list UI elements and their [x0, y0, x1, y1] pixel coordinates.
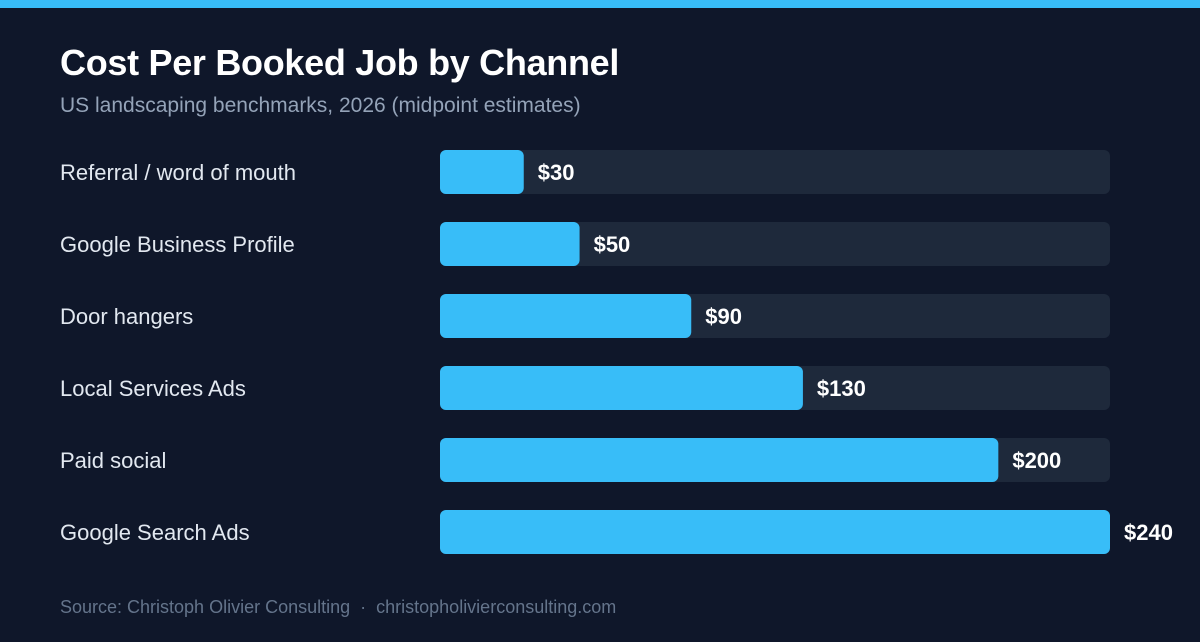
footer-separator: ·: [360, 597, 367, 617]
accent-top-bar: [0, 0, 1200, 8]
category-label-door-hangers: Door hangers: [60, 304, 193, 329]
value-label-google-business-profile: $50: [594, 232, 631, 257]
value-label-referral-word-of-mouth: $30: [538, 160, 575, 185]
bar-door-hangers: [440, 294, 692, 338]
bar-google-business-profile: [440, 222, 580, 266]
website-credit[interactable]: christopholivierconsulting.com: [376, 597, 617, 617]
bar-paid-social: [440, 438, 999, 482]
bar-google-search-ads: [440, 510, 1110, 554]
chart-title: Cost Per Booked Job by Channel: [60, 42, 620, 83]
category-label-referral-word-of-mouth: Referral / word of mouth: [60, 160, 296, 185]
value-label-paid-social: $200: [1012, 448, 1061, 473]
value-label-door-hangers: $90: [705, 304, 742, 329]
value-label-google-search-ads: $240: [1124, 520, 1173, 545]
category-label-google-business-profile: Google Business Profile: [60, 232, 295, 257]
chart-footer: Source: Christoph Olivier Consulting · chr…: [60, 597, 616, 618]
category-label-google-search-ads: Google Search Ads: [60, 520, 250, 545]
value-label-local-services-ads: $130: [817, 376, 866, 401]
bar-track-referral-word-of-mouth: [440, 150, 1110, 194]
bar-local-services-ads: [440, 366, 803, 410]
category-label-local-services-ads: Local Services Ads: [60, 376, 246, 401]
source-credit: Source: Christoph Olivier Consulting: [60, 597, 351, 617]
category-label-paid-social: Paid social: [60, 448, 166, 473]
bar-referral-word-of-mouth: [440, 150, 524, 194]
bar-track-google-business-profile: [440, 222, 1110, 266]
chart-subtitle: US landscaping benchmarks, 2026 (midpoin…: [60, 94, 581, 117]
